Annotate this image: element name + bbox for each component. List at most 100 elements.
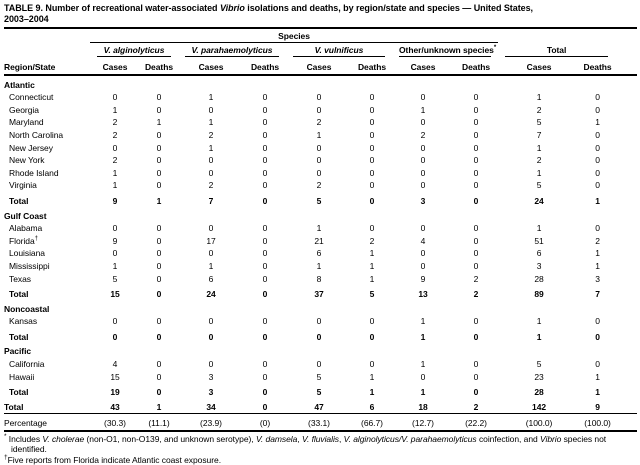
section-name: Noncoastal: [4, 303, 50, 314]
cell-value: 7: [595, 289, 600, 300]
cell-value: 0: [112, 92, 118, 103]
table-body: Atlantic Connecticut 0 0 1 0 0 0 0 0 1 0 Georgia 1 0 0 0…: [4, 75, 638, 432]
cell-value: 2: [369, 235, 375, 246]
cell-value: 0: [595, 223, 600, 234]
species-spanner-row: Species: [4, 30, 637, 43]
cell-value: 0: [420, 117, 426, 128]
cell-value: 0: [369, 155, 375, 166]
cell-value: 2: [536, 155, 542, 166]
cell-value: 0: [208, 167, 214, 178]
cell-value: 0: [369, 142, 375, 153]
cell-value: 2: [473, 289, 479, 300]
cell-value: 0: [420, 180, 426, 191]
cell-value: 19: [110, 387, 120, 398]
cell-value: (33.1): [286, 412, 352, 432]
cell-value: 2: [208, 180, 214, 191]
cell-value: 1: [536, 331, 542, 342]
cell-value: 1: [420, 316, 426, 327]
cell-value: 4: [112, 359, 118, 370]
cell-value: 0: [316, 167, 322, 178]
section-total-row: Total 15 0 24 0 37 5 13 2 89 7: [4, 285, 637, 301]
cell-value: 5: [316, 387, 322, 398]
cell-value: 47: [314, 401, 324, 412]
footnote-marker: †: [34, 235, 38, 242]
cell-value: 0: [473, 235, 479, 246]
cell-value: 0: [473, 260, 479, 271]
cell-value: 1: [536, 223, 542, 234]
cell-value: 0: [156, 316, 162, 327]
cell-value: 1: [208, 117, 214, 128]
cell-value: 0: [262, 260, 268, 271]
table-row: Florida† 9 0 17 0 21 2 4 0 51 2: [4, 234, 637, 247]
cell-value: 0: [369, 331, 375, 342]
cell-value: 28: [534, 387, 544, 398]
cell-value: 0: [473, 155, 479, 166]
table-row: North Carolina 2 0 2 0 1 0 2 0 7 0: [4, 128, 637, 141]
cell-value: 1: [112, 104, 118, 115]
cell-value: 0: [595, 180, 600, 191]
cell-value: 0: [595, 92, 600, 103]
cell-value: 0: [262, 129, 268, 140]
cell-value: 0: [262, 289, 268, 300]
cell-value: 1: [420, 387, 426, 398]
cell-value: 0: [473, 104, 479, 115]
cell-value: 3: [536, 260, 542, 271]
cell-value: 2: [536, 104, 542, 115]
empty-header-cell: [4, 43, 90, 57]
cell-value: 0: [262, 195, 268, 206]
row-label: Total: [9, 289, 29, 300]
cell-value: 0: [473, 117, 479, 128]
table-row: Virginia 1 0 2 0 2 0 0 0 5 0: [4, 179, 637, 192]
cell-value: 0: [112, 223, 118, 234]
species-name-italic: V. cholerae: [42, 433, 85, 444]
cell-value: 15: [110, 289, 120, 300]
table-row: Maryland 2 1 1 0 2 0 0 0 5 1: [4, 116, 637, 129]
cell-value: 0: [208, 223, 214, 234]
cell-value: 0: [262, 180, 268, 191]
row-label: Alabama: [9, 223, 43, 234]
cell-value: 0: [316, 104, 322, 115]
footnote: †Five reports from Florida indicate Atla…: [4, 454, 637, 465]
cell-value: 0: [156, 273, 162, 284]
cell-value: 0: [369, 129, 375, 140]
cell-value: 0: [369, 359, 375, 370]
cell-value: 15: [110, 371, 120, 382]
cell-value: 1: [369, 387, 375, 398]
row-label: Texas: [9, 273, 31, 284]
row-label: Total: [9, 331, 29, 342]
cell-value: 0: [156, 129, 162, 140]
cell-value: 0: [262, 167, 268, 178]
cell-value: 0: [112, 331, 118, 342]
cell-value: 1: [112, 180, 118, 191]
cell-value: (23.9): [178, 412, 244, 432]
table-row: Mississippi 1 0 1 0 1 1 0 0 3 1: [4, 259, 637, 272]
cell-value: 2: [112, 155, 118, 166]
cell-value: 43: [110, 401, 120, 412]
species-group-header-cell: V. alginolyticus: [90, 43, 178, 57]
footnote: * Includes V. cholerae (non-O1, non-O139…: [4, 433, 637, 455]
row-label: Total: [9, 195, 29, 206]
table-row: Georgia 1 0 0 0 0 0 1 0 2 0: [4, 103, 637, 116]
cell-value: 1: [316, 260, 322, 271]
cell-value: 0: [156, 289, 162, 300]
species-header: Species: [90, 31, 499, 43]
table-title-line2: 2003–2004: [4, 14, 49, 24]
row-label: New York: [9, 155, 45, 166]
table-row: California 4 0 0 0 0 0 1 0 5 0: [4, 357, 637, 370]
cell-value: 1: [156, 117, 162, 128]
cell-value: 0: [595, 129, 600, 140]
cell-value: 0: [420, 92, 426, 103]
row-label: Percentage: [4, 412, 90, 432]
cell-value: 0: [473, 359, 479, 370]
cell-value: 7: [208, 195, 214, 206]
cell-value: 0: [369, 195, 375, 206]
cell-value: 0: [262, 316, 268, 327]
section-name: Pacific: [4, 346, 32, 357]
cell-value: 6: [208, 273, 214, 284]
table-row: Kansas 0 0 0 0 0 0 1 0 1 0: [4, 315, 637, 328]
empty-header-cell: [498, 30, 637, 43]
cell-value: 0: [473, 142, 479, 153]
cell-value: 51: [534, 235, 544, 246]
cell-value: 1: [420, 359, 426, 370]
cell-value: 9: [420, 273, 426, 284]
